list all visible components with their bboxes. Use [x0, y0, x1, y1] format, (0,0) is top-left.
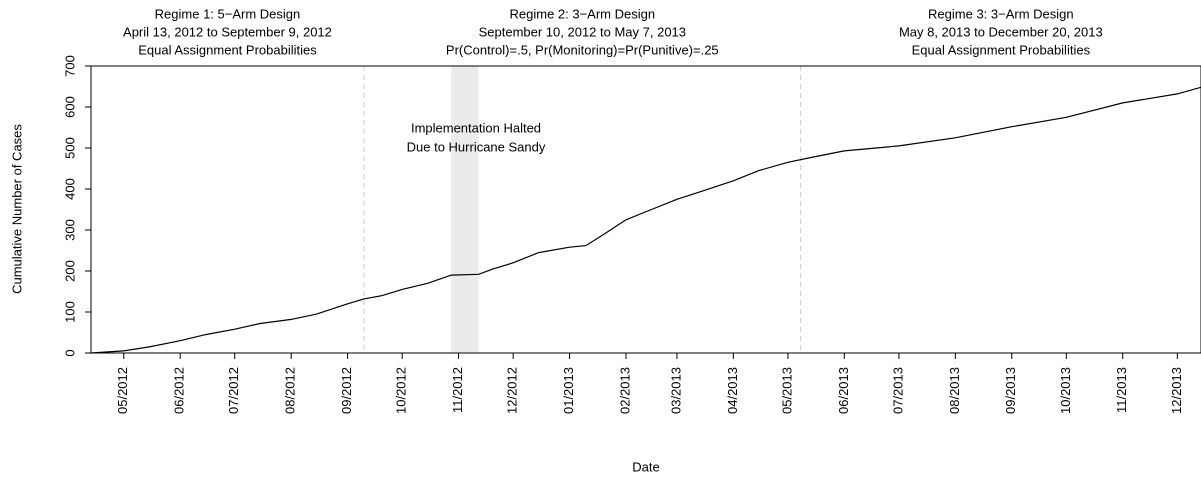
- x-tick-label: 12/2012: [505, 367, 520, 414]
- x-tick-label: 06/2013: [836, 367, 851, 414]
- x-tick-label: 09/2013: [1003, 367, 1018, 414]
- x-axis-label: Date: [632, 459, 659, 474]
- x-tick-label: 11/2012: [450, 367, 465, 413]
- x-tick-label: 12/2013: [1169, 367, 1184, 414]
- y-tick-label: 600: [62, 96, 77, 118]
- x-tick-label: 03/2013: [668, 367, 683, 414]
- y-tick-label: 300: [62, 219, 77, 241]
- y-tick-label: 200: [62, 260, 77, 282]
- x-tick-label: 10/2012: [394, 367, 409, 414]
- shaded-span: [451, 66, 479, 353]
- x-tick-label: 08/2013: [947, 367, 962, 414]
- y-tick-label: 500: [62, 137, 77, 159]
- x-tick-label: 01/2013: [561, 367, 576, 414]
- regime-title: Regime 3: 3−Arm Design: [928, 6, 1074, 21]
- x-tick-label: 07/2012: [226, 367, 241, 414]
- regime-title: April 13, 2012 to September 9, 2012: [123, 24, 332, 39]
- y-tick-label: 700: [62, 55, 77, 77]
- regime-title: Regime 1: 5−Arm Design: [155, 6, 301, 21]
- x-tick-label: 10/2013: [1058, 367, 1073, 414]
- x-tick-label: 04/2013: [725, 367, 740, 414]
- regime-title: Regime 2: 3−Arm Design: [510, 6, 656, 21]
- y-axis-label: Cumulative Number of Cases: [9, 124, 24, 294]
- y-tick-label: 0: [62, 349, 77, 356]
- x-tick-label: 06/2012: [172, 367, 187, 414]
- regime-title: Equal Assignment Probabilities: [138, 42, 317, 57]
- x-tick-label: 08/2012: [283, 367, 298, 414]
- regime-title: Pr(Control)=.5, Pr(Monitoring)=Pr(Puniti…: [446, 42, 719, 57]
- x-tick-label: 09/2012: [339, 367, 354, 414]
- x-tick-label: 02/2013: [617, 367, 632, 414]
- x-tick-label: 05/2013: [779, 367, 794, 414]
- x-tick-label: 05/2012: [115, 367, 130, 414]
- data-line: [90, 86, 1201, 354]
- regime-title: Equal Assignment Probabilities: [912, 42, 1091, 57]
- plot-frame: [90, 65, 1201, 354]
- x-tick-label: 11/2013: [1114, 367, 1129, 413]
- regime-title: May 8, 2013 to December 20, 2013: [899, 24, 1103, 39]
- regime-title: September 10, 2012 to May 7, 2013: [479, 24, 686, 39]
- annotation: Implementation Halted: [411, 120, 541, 135]
- y-tick-label: 100: [62, 301, 77, 323]
- x-tick-label: 07/2013: [890, 367, 905, 414]
- y-tick-label: 400: [62, 178, 77, 200]
- annotation: Due to Hurricane Sandy: [407, 139, 546, 154]
